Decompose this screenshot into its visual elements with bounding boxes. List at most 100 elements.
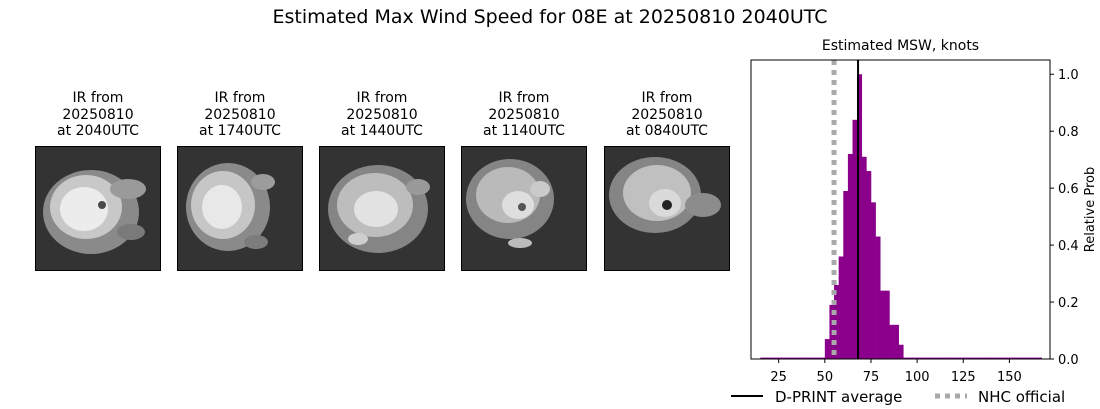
x-tick-label: 100	[905, 370, 930, 385]
histogram-bar-28	[889, 324, 895, 359]
histogram-bar-23	[866, 171, 872, 359]
ir-satellite-image	[35, 145, 161, 271]
histogram-bar-25	[875, 236, 881, 359]
histogram-bar-3	[774, 357, 779, 359]
histogram-bar-30	[898, 344, 904, 359]
histogram-bar-24	[870, 202, 876, 359]
histogram-bar-35	[921, 357, 927, 359]
histogram-bar-8	[797, 357, 803, 359]
y-tick-label: 0.0	[1058, 353, 1079, 368]
histogram-bar-19	[847, 153, 853, 359]
y-tick-label: 1.0	[1058, 68, 1079, 83]
histogram-bar-60	[1037, 357, 1042, 359]
histogram-bar-45	[967, 357, 973, 359]
histogram-bar-20	[852, 119, 858, 359]
ir-caption-time: at 1140UTC	[483, 123, 565, 139]
histogram-bar-51	[995, 357, 1001, 359]
histogram-bar-5	[783, 357, 789, 359]
histogram-bar-46	[972, 357, 978, 359]
ir-caption-line1: IR from	[641, 90, 693, 106]
histogram-bar-26	[880, 290, 886, 359]
x-tick-label: 150	[997, 370, 1022, 385]
histogram-bar-41	[949, 357, 955, 359]
histogram-bar-6	[787, 357, 793, 359]
histogram-bar-13	[820, 357, 826, 359]
ir-caption-line1: IR from	[72, 90, 124, 106]
histogram-bar-21	[857, 74, 863, 359]
x-tick-label: 125	[951, 370, 976, 385]
ir-caption-time: at 1740UTC	[199, 123, 281, 139]
ir-panel-3: IR from 20250810 at 1440UTC	[319, 90, 445, 271]
ir-caption-date: 20250810	[631, 106, 703, 123]
histogram-bar-53	[1004, 357, 1010, 359]
y-tick-label: 0.6	[1058, 182, 1079, 197]
plot-frame	[750, 59, 1051, 360]
histogram-bar-4	[778, 357, 784, 359]
histogram-bar-33	[912, 357, 918, 359]
histogram-bar-27	[884, 290, 890, 359]
histogram-bar-17	[838, 256, 844, 359]
y-tick-label: 0.4	[1058, 239, 1079, 254]
histogram-bar-43	[958, 357, 964, 359]
histogram-bar-32	[907, 357, 913, 359]
histogram-bar-34	[917, 357, 923, 359]
histogram-bar-50	[990, 357, 996, 359]
histogram-bar-59	[1032, 357, 1038, 359]
legend-nhc-label: NHC official	[978, 388, 1065, 406]
x-tick-label: 50	[817, 370, 834, 385]
histogram-bar-14	[824, 339, 830, 359]
histogram-bar-31	[903, 357, 909, 359]
histogram-bar-0	[760, 357, 766, 359]
ir-caption-date: 20250810	[488, 106, 560, 123]
histogram-bar-7	[792, 357, 798, 359]
ir-satellite-image	[604, 145, 730, 271]
ir-panel-2: IR from 20250810 at 1740UTC	[177, 90, 303, 271]
histogram-bar-44	[963, 357, 969, 359]
histogram-bar-49	[986, 357, 992, 359]
histogram-bar-57	[1023, 357, 1029, 359]
ir-panel-1: IR from 20250810 at 2040UTC	[35, 90, 161, 271]
histogram-bar-10	[806, 357, 812, 359]
legend-dprint-label: D-PRINT average	[775, 388, 902, 406]
ir-caption-line1: IR from	[214, 90, 266, 106]
histogram-bar-38	[935, 357, 941, 359]
histogram-bar-12	[815, 357, 821, 359]
ir-caption-date: 20250810	[62, 106, 134, 123]
y-tick-label: 0.2	[1058, 296, 1079, 311]
histogram-bar-56	[1018, 357, 1024, 359]
histogram-bar-22	[861, 156, 867, 359]
histogram-bar-29	[894, 324, 899, 359]
y-tick-label: 0.8	[1058, 125, 1079, 140]
ir-panel-4: IR from 20250810 at 1140UTC	[461, 90, 587, 271]
x-tick-label: 75	[863, 370, 880, 385]
legend: D-PRINT average NHC official	[731, 388, 1065, 406]
figure-title: Estimated Max Wind Speed for 08E at 2025…	[272, 6, 828, 28]
ir-panel-5: IR from 20250810 at 0840UTC	[604, 90, 730, 271]
ir-satellite-image	[177, 145, 303, 271]
histogram-bar-42	[954, 357, 959, 359]
histogram-bar-39	[940, 357, 946, 359]
ir-caption-line1: IR from	[356, 90, 408, 106]
histogram-bar-18	[843, 190, 849, 359]
histogram-bar-55	[1014, 357, 1019, 359]
ir-satellite-image	[319, 145, 445, 271]
histogram-bar-2	[769, 357, 775, 359]
ir-caption-line1: IR from	[498, 90, 550, 106]
histogram-bar-1	[764, 357, 770, 359]
histogram-bar-58	[1027, 357, 1033, 359]
histogram-bar-47	[977, 357, 983, 359]
histogram-bar-11	[810, 357, 816, 359]
chart-title: Estimated MSW, knots	[822, 38, 979, 54]
ir-satellite-image	[461, 145, 587, 271]
x-tick-label: 25	[770, 370, 787, 385]
y-axis-label: Relative Prob	[1083, 167, 1098, 252]
histogram-bar-54	[1009, 357, 1015, 359]
ir-caption-date: 20250810	[346, 106, 418, 123]
ir-caption-time: at 2040UTC	[57, 123, 139, 139]
ir-caption-date: 20250810	[204, 106, 276, 123]
histogram-bar-48	[981, 357, 987, 359]
histogram-bar-9	[801, 357, 807, 359]
ir-caption-time: at 0840UTC	[626, 123, 708, 139]
histogram-bar-37	[930, 357, 936, 359]
